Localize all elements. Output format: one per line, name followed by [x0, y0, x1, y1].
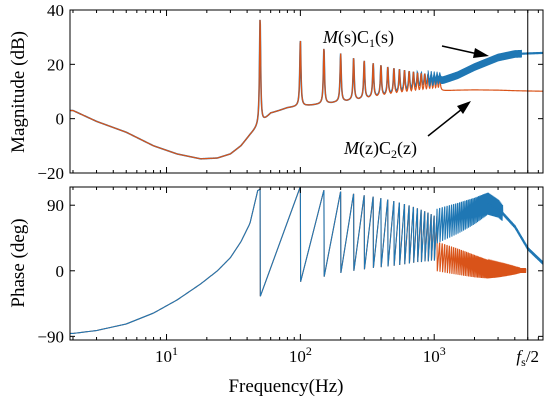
magnitude-y-axis-label: Magnitude (dB): [8, 31, 29, 153]
magnitude-ytick-label: −20: [37, 164, 64, 183]
phase-x-ticks: 101 102 103 fs/2: [72, 187, 539, 369]
phase-y-axis-label: Phase (deg): [8, 218, 29, 307]
annotation-series-a: M(s)C1(s): [322, 27, 394, 50]
x-tick-label-1: 102: [289, 344, 312, 366]
magnitude-x-ticks: [72, 10, 539, 173]
phase-ytick-label: 0: [56, 262, 65, 281]
x-axis-label: Frequency(Hz): [228, 376, 343, 397]
annotation-a-part-3: 1: [369, 36, 375, 50]
magnitude-ytick-label: 0: [56, 110, 65, 129]
annotation-a-part-1: M: [322, 27, 339, 47]
annotation-b-part-4: (z): [397, 138, 417, 159]
annotation-b-part-2: (z)C: [359, 138, 391, 159]
annotation-a-part-2: (s)C: [338, 27, 369, 48]
annotation-arrow-b: [427, 101, 471, 137]
annotation-b-part-3: 2: [391, 147, 397, 161]
annotation-a-part-4: (s): [375, 27, 394, 48]
magnitude-series-group: [70, 19, 543, 160]
phase-series-group: [70, 187, 543, 334]
phase-axes-frame: [69, 186, 544, 341]
magnitude-band-a: [427, 49, 543, 87]
magnitude-ytick-label: 20: [47, 55, 64, 74]
x-tick-label-0: 101: [155, 344, 178, 366]
magnitude-axes-frame: [69, 9, 544, 174]
x-tick-label-2: 103: [423, 344, 446, 366]
annotation-arrow-a: [441, 45, 489, 58]
phase-panel: 90 0 −90 101 102 103 fs/2 Phase (deg) Frequen…: [8, 186, 544, 397]
magnitude-y-ticks: 40 20 0 −20: [37, 1, 543, 183]
phase-ytick-label: 90: [47, 196, 64, 215]
magnitude-ytick-label: 40: [47, 1, 64, 20]
magnitude-line-b: [70, 19, 543, 160]
x-tick-label-3: fs/2: [516, 347, 539, 369]
phase-ytick-label: −90: [37, 327, 64, 346]
annotation-series-b: M(z)C2(z): [343, 138, 417, 161]
phase-tail-a: [487, 203, 543, 265]
annotation-b-part-1: M: [343, 138, 360, 158]
phase-y-ticks: 90 0 −90: [37, 196, 543, 346]
